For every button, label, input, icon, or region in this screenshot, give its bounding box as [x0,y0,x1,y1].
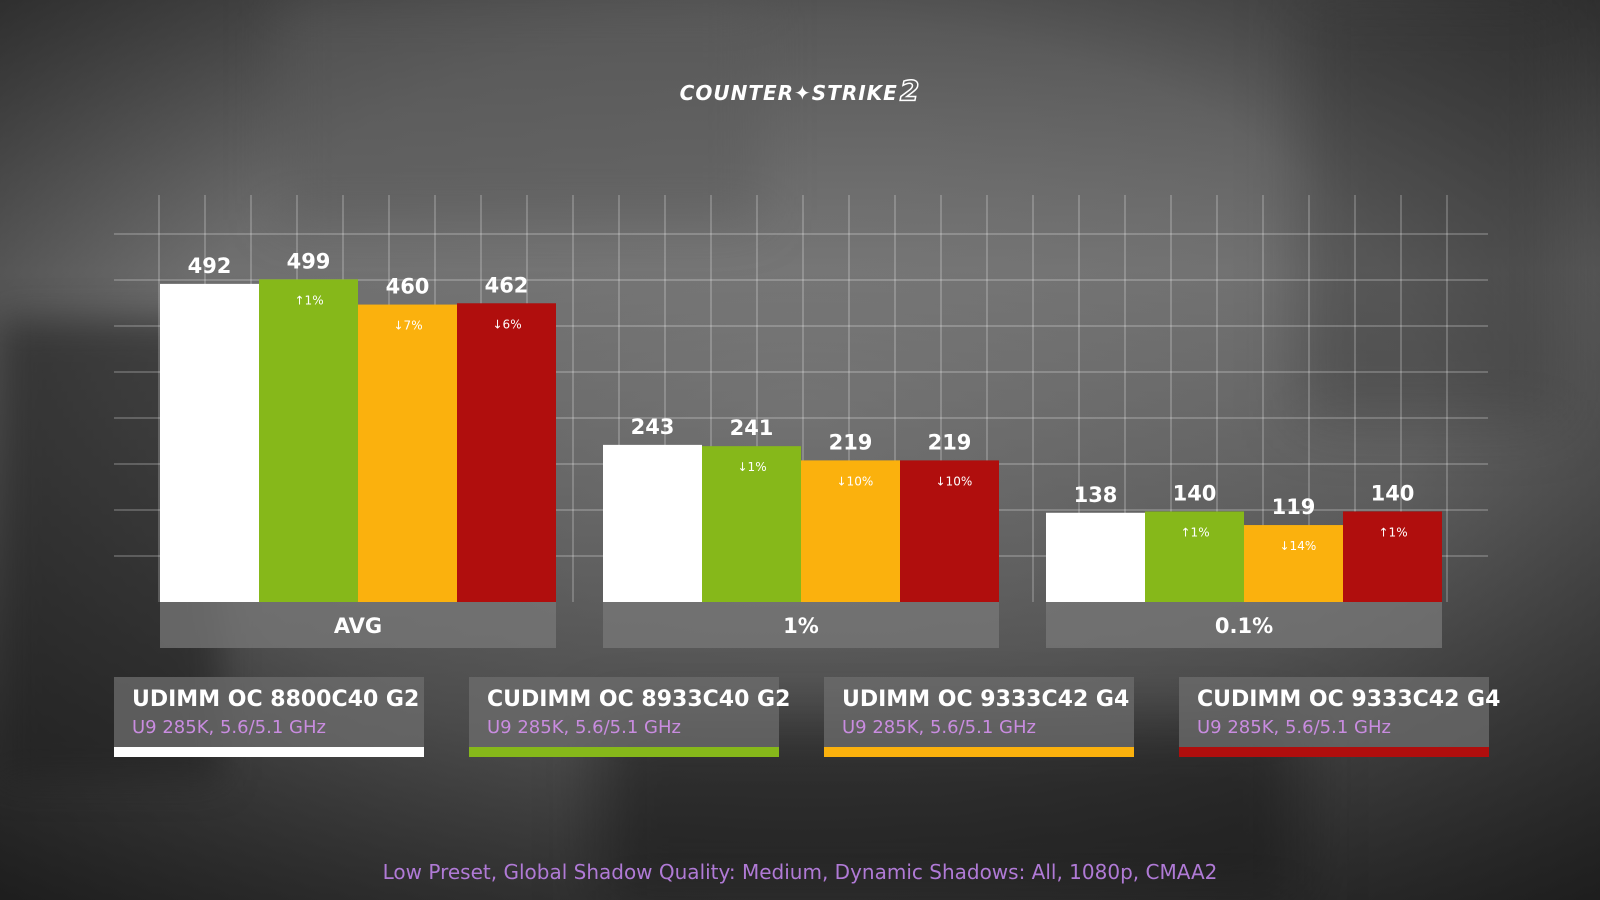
category-band [160,602,556,648]
legend-item-udimm-9333: UDIMM OC 9333C42 G4 U9 285K, 5.6/5.1 GHz [824,677,1134,757]
data-label: 460 [386,275,430,299]
data-label: 140 [1173,481,1217,505]
legend-series-name: UDIMM OC 8800C40 G2 [132,687,420,712]
legend-swatch [824,747,1134,757]
benchmark-settings-note: Low Preset, Global Shadow Quality: Mediu… [382,860,1218,884]
bar [801,460,900,602]
category-label: 0.1% [1215,614,1273,638]
bar [702,446,801,602]
legend-item-udimm-8800: UDIMM OC 8800C40 G2 U9 285K, 5.6/5.1 GHz [114,677,424,757]
data-label: 119 [1272,495,1316,519]
legend-box [469,677,779,747]
legend-swatch [469,747,779,757]
data-label: 140 [1371,481,1415,505]
change-down-label: ↓14% [1280,539,1317,553]
legend-series-sub: U9 285K, 5.6/5.1 GHz [132,717,326,738]
category-band [603,602,999,648]
change-up-label: ↑1% [1181,525,1210,539]
game-logo: COUNTER✦STRIKE2 [679,73,921,108]
change-down-label: ↓1% [738,460,767,474]
category-band [1046,602,1442,648]
legend-box [114,677,424,747]
change-up-label: ↑1% [295,293,324,307]
data-label: 219 [829,430,873,454]
change-down-label: ↓10% [837,474,874,488]
legend-series-sub: U9 285K, 5.6/5.1 GHz [1197,717,1391,738]
data-label: 499 [287,249,331,273]
legend-series-name: CUDIMM OC 9333C42 G4 [1197,687,1501,712]
legend-box [1179,677,1489,747]
data-label: 492 [188,254,232,278]
data-label: 138 [1074,483,1118,507]
data-label: 219 [928,430,972,454]
bar [900,460,999,602]
category-label: 1% [783,614,819,638]
bar [160,283,259,602]
bar [1343,511,1442,602]
change-up-label: ↑1% [1379,525,1408,539]
bar [259,279,358,602]
legend-box [824,677,1134,747]
category-label: AVG [334,614,382,638]
bar [603,444,702,602]
legend-swatch [1179,747,1489,757]
legend-series-sub: U9 285K, 5.6/5.1 GHz [842,717,1036,738]
data-label: 243 [631,415,675,439]
change-down-label: ↓7% [394,319,423,333]
bar [358,304,457,602]
bar [457,303,556,602]
bar [1046,512,1145,602]
bar [1145,511,1244,602]
legend-series-name: CUDIMM OC 8933C40 G2 [487,687,791,712]
change-down-label: ↓6% [493,317,522,331]
data-label: 462 [485,273,529,297]
legend-series-name: UDIMM OC 9333C42 G4 [842,687,1130,712]
legend-series-sub: U9 285K, 5.6/5.1 GHz [487,717,681,738]
legend-swatch [114,747,424,757]
change-down-label: ↓10% [936,474,973,488]
legend-item-cudimm-8933: CUDIMM OC 8933C40 G2 U9 285K, 5.6/5.1 GH… [469,677,790,757]
legend-item-cudimm-9333: CUDIMM OC 9333C42 G4 U9 285K, 5.6/5.1 GH… [1179,677,1500,757]
data-label: 241 [730,416,774,440]
bar [1244,525,1343,602]
